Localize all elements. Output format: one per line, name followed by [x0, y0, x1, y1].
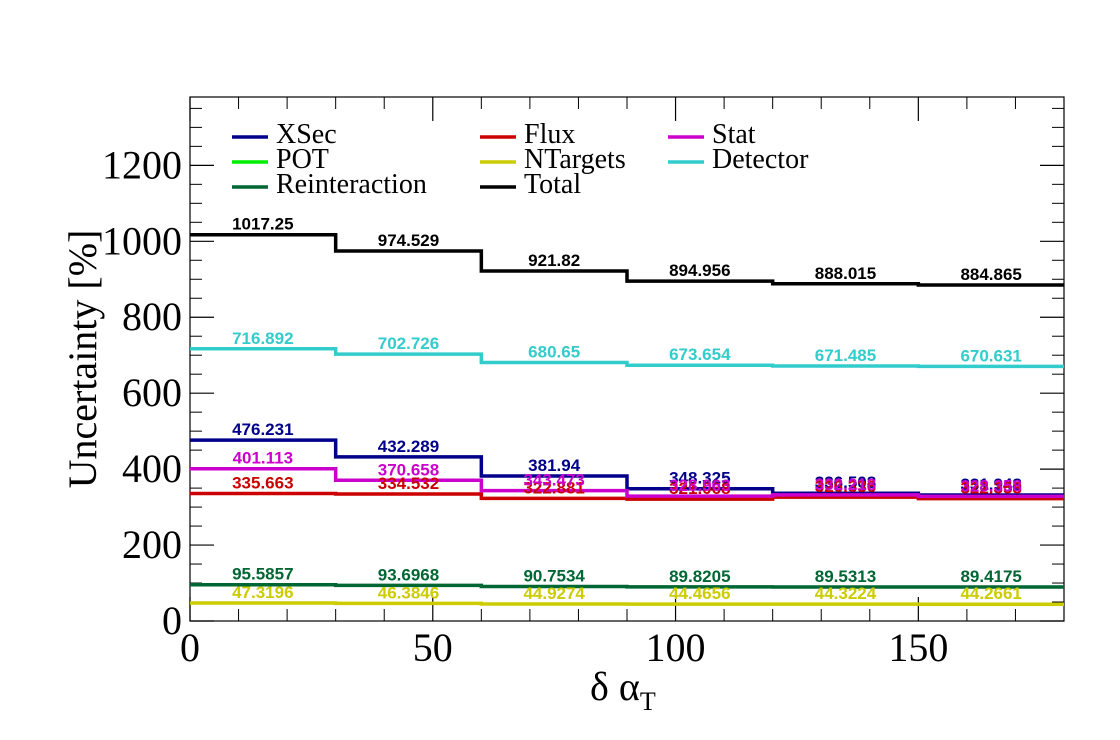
data-label-ntargets: 44.9274 — [523, 584, 585, 603]
data-label-reinteraction: 89.5313 — [815, 567, 876, 586]
data-label-xsec: 476.231 — [232, 420, 293, 439]
y-tick-label: 400 — [122, 446, 182, 491]
x-tick-label: 0 — [180, 625, 200, 670]
data-label-total: 1017.25 — [232, 215, 293, 234]
y-tick-label: 0 — [162, 598, 182, 643]
y-tick-label: 200 — [122, 522, 182, 567]
data-label-total: 974.529 — [378, 231, 439, 250]
data-label-flux: 322.358 — [960, 479, 1021, 498]
x-tick-label: 150 — [888, 625, 948, 670]
x-tick-label: 50 — [413, 625, 453, 670]
legend-label-flux: Flux — [524, 119, 575, 150]
data-label-detector: 702.726 — [378, 334, 439, 353]
data-label-total: 884.865 — [960, 265, 1021, 284]
axis-ticks: 0 200 400 600 800 1000 1200 0 50 100 150 — [102, 97, 1065, 670]
data-label-stat: 328.358 — [960, 476, 1021, 495]
x-axis-title: δ αT — [590, 664, 656, 716]
series-line-ntargets — [190, 601, 1064, 606]
y-axis-title: Uncertainty [%] — [60, 230, 105, 489]
data-label-reinteraction: 93.6968 — [378, 565, 439, 584]
data-label-flux: 321.068 — [669, 479, 730, 498]
data-label-ntargets: 46.3846 — [378, 583, 439, 602]
legend-label-pot: POT — [276, 144, 329, 175]
data-label-stat: 370.658 — [378, 460, 439, 479]
legend-label-detector: Detector — [712, 144, 809, 175]
data-label-detector: 673.654 — [669, 345, 731, 364]
data-labels: 476.231 432.289 381.94 348.325 336.508 331.94… — [232, 215, 1022, 603]
data-label-reinteraction: 89.4175 — [960, 567, 1021, 586]
data-label-xsec: 336.508 — [815, 473, 876, 492]
data-label-xsec: 381.94 — [528, 456, 581, 475]
data-label-total: 888.015 — [815, 264, 876, 283]
data-label-ntargets: 44.2661 — [960, 584, 1021, 603]
series-line-reinteraction — [190, 582, 1064, 589]
y-tick-label: 800 — [122, 294, 182, 339]
legend-label-xsec: XSec — [276, 119, 337, 150]
legend-label-stat: Stat — [712, 119, 756, 150]
data-label-ntargets: 44.3224 — [815, 584, 877, 603]
data-label-stat: 343.473 — [523, 471, 584, 490]
data-label-total: 921.82 — [528, 251, 580, 270]
data-label-detector: 671.485 — [815, 346, 876, 365]
series-line-total — [190, 232, 1064, 287]
series-line-detector — [190, 347, 1064, 369]
data-label-flux: 335.663 — [232, 474, 293, 493]
data-label-stat: 401.113 — [233, 449, 294, 468]
y-tick-label: 1200 — [102, 142, 182, 187]
data-label-ntargets: 47.3196 — [232, 583, 293, 602]
data-label-reinteraction: 95.5857 — [232, 565, 293, 584]
data-label-flux: 326.336 — [815, 477, 876, 496]
data-label-flux: 322.881 — [523, 478, 584, 497]
data-label-xsec: 348.325 — [669, 469, 730, 488]
data-label-reinteraction: 90.7534 — [523, 567, 585, 586]
plot-frame — [189, 96, 1065, 622]
data-label-flux: 334.532 — [378, 474, 439, 493]
data-label-xsec: 432.289 — [378, 437, 439, 456]
x-tick-label: 100 — [646, 625, 706, 670]
data-label-stat: 328.963 — [669, 476, 730, 495]
data-label-stat: 332.218 — [815, 475, 876, 494]
series-line-stat — [190, 466, 1064, 499]
data-label-ntargets: 44.4656 — [669, 584, 730, 603]
y-tick-label: 600 — [122, 370, 182, 415]
data-label-detector: 670.631 — [960, 346, 1021, 365]
plot-area — [189, 96, 1065, 622]
legend-label-ntargets: NTargets — [524, 144, 626, 175]
data-label-reinteraction: 89.8205 — [669, 567, 730, 586]
y-tick-label: 1000 — [102, 218, 182, 263]
data-label-detector: 716.892 — [232, 329, 293, 348]
legend: XSec Flux Stat POT NTargets Detector Reinterac… — [232, 119, 809, 200]
x-axis-title-main: δ α — [590, 664, 640, 709]
data-label-detector: 680.65 — [528, 343, 580, 362]
series-lines — [190, 232, 1064, 606]
legend-label-total: Total — [524, 169, 581, 200]
legend-label-reinteraction: Reinteraction — [276, 169, 427, 200]
x-axis-title-subscript: T — [640, 687, 656, 716]
data-label-total: 894.956 — [669, 261, 730, 280]
data-label-xsec: 331.948 — [960, 475, 1021, 494]
